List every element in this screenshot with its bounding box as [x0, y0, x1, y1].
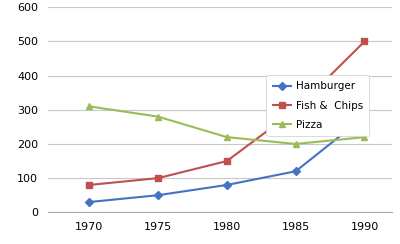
Pizza [362, 136, 367, 139]
Fish &  Chips [87, 183, 92, 186]
Pizza [293, 142, 298, 145]
Line: Hamburger: Hamburger [86, 114, 367, 205]
Fish &  Chips [156, 177, 160, 180]
Fish &  Chips [224, 160, 229, 163]
Fish &  Chips [362, 40, 367, 43]
Line: Fish &  Chips: Fish & Chips [86, 39, 367, 188]
Hamburger [293, 170, 298, 173]
Hamburger [224, 183, 229, 186]
Pizza [224, 136, 229, 139]
Line: Pizza: Pizza [86, 103, 368, 147]
Legend: Hamburger, Fish &  Chips, Pizza: Hamburger, Fish & Chips, Pizza [266, 75, 369, 136]
Pizza [87, 105, 92, 108]
Hamburger [87, 201, 92, 203]
Hamburger [362, 115, 367, 118]
Hamburger [156, 194, 160, 197]
Pizza [156, 115, 160, 118]
Fish &  Chips [293, 108, 298, 111]
